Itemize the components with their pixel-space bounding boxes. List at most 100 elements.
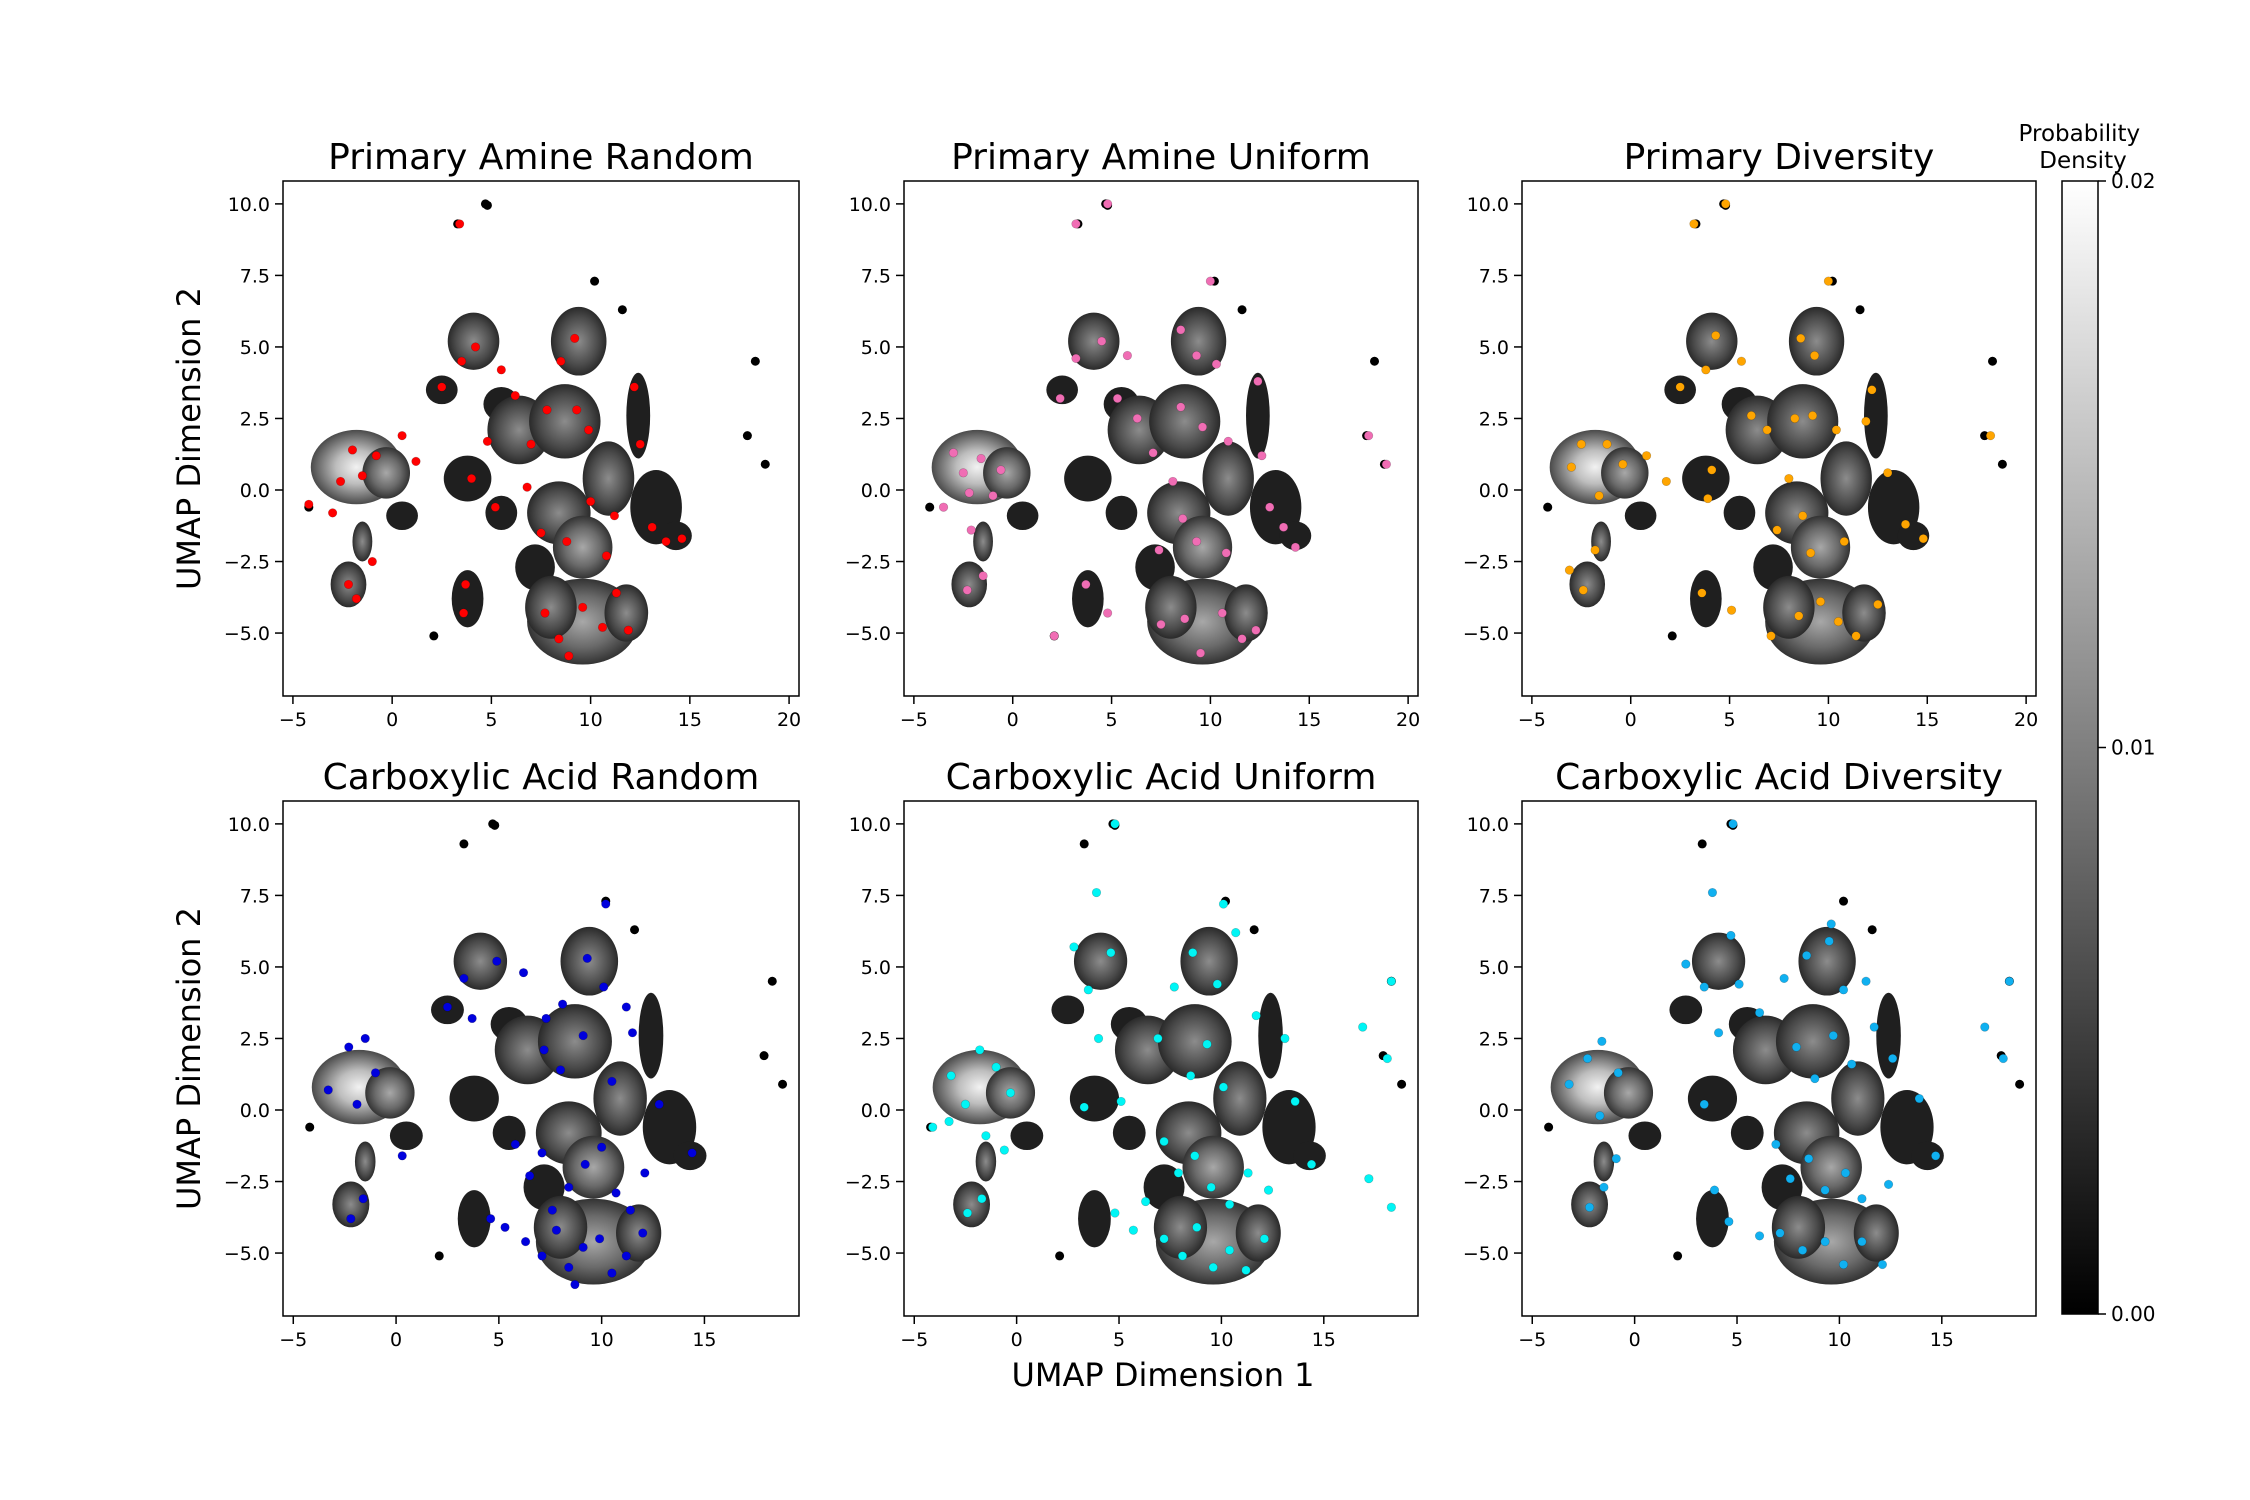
- sample-point: [981, 1131, 991, 1141]
- sample-point: [1382, 1053, 1392, 1064]
- y-tick-label: 7.5: [861, 265, 891, 287]
- sample-point: [1223, 436, 1233, 446]
- y-tick-label: −2.5: [224, 552, 270, 574]
- sample-point: [1840, 1168, 1851, 1178]
- sample-point: [978, 571, 988, 581]
- sample-point: [562, 536, 572, 547]
- sample-point: [1188, 948, 1198, 958]
- density-cluster: [1767, 384, 1839, 459]
- sample-point: [351, 594, 362, 604]
- y-tick-label: 2.5: [861, 408, 891, 430]
- sample-point: [1280, 1033, 1290, 1044]
- sample-point: [570, 333, 580, 343]
- sample-point: [627, 1028, 638, 1038]
- sample-point: [304, 499, 314, 509]
- y-tick-label: −5.0: [845, 1243, 891, 1265]
- sample-point: [580, 1159, 590, 1169]
- sample-point: [1243, 1168, 1253, 1178]
- density-cluster: [1911, 1141, 1944, 1171]
- sample-point: [1736, 356, 1747, 366]
- density-cluster: [1775, 1004, 1850, 1079]
- sample-point: [526, 439, 536, 449]
- sample-point: [1055, 393, 1065, 404]
- x-tick-label: 15: [692, 1329, 716, 1351]
- sample-point: [525, 1171, 535, 1181]
- y-tick-label: 2.5: [240, 1028, 270, 1050]
- sample-point: [1873, 599, 1883, 610]
- background-point: [925, 502, 935, 512]
- sample-point: [1290, 542, 1301, 552]
- sample-point: [1713, 1028, 1724, 1038]
- sample-point: [1798, 511, 1808, 521]
- sample-point: [1831, 425, 1841, 435]
- y-tick-label: 5.0: [1479, 337, 1509, 359]
- density-cluster: [533, 1195, 588, 1259]
- density-cluster: [1246, 372, 1270, 459]
- x-tick-label: 20: [2014, 709, 2038, 731]
- sample-point: [460, 579, 471, 590]
- density-cluster: [1876, 992, 1901, 1079]
- y-tick-label: 0.0: [1479, 1100, 1509, 1122]
- sample-point: [510, 390, 520, 401]
- background-point: [1697, 839, 1707, 849]
- density-cluster: [983, 447, 1031, 499]
- sample-point: [1980, 1022, 1990, 1032]
- density-cluster: [1696, 1190, 1729, 1248]
- sample-point: [1186, 1071, 1196, 1081]
- sample-point: [1177, 1251, 1188, 1261]
- sample-point: [1576, 439, 1586, 449]
- density-cluster: [1172, 515, 1233, 579]
- sample-point: [564, 651, 574, 661]
- sample-point: [640, 1168, 650, 1178]
- background-point: [760, 459, 770, 469]
- y-tick-label: −5.0: [1463, 1243, 1509, 1265]
- sample-point: [991, 1062, 1001, 1072]
- sample-point: [1791, 1042, 1802, 1052]
- sample-point: [467, 1013, 477, 1024]
- sample-point: [635, 439, 645, 449]
- sample-point: [1212, 979, 1222, 989]
- y-tick-label: −5.0: [845, 623, 891, 645]
- density-cluster: [604, 584, 649, 642]
- sample-point: [1128, 1225, 1138, 1235]
- sample-point: [1103, 199, 1113, 209]
- sample-point: [541, 1013, 551, 1024]
- sample-point: [601, 899, 611, 909]
- density-cluster: [550, 306, 607, 376]
- x-tick-label: −5: [1518, 1329, 1546, 1351]
- sample-point: [988, 491, 998, 501]
- plot-area: [305, 819, 788, 1290]
- background-point: [1079, 839, 1089, 849]
- x-tick-label: 5: [1724, 709, 1736, 731]
- density-cluster: [492, 1115, 526, 1151]
- sample-point: [1590, 545, 1600, 555]
- sample-point: [958, 468, 968, 478]
- subplot-6: −5 0 5 10 15 −5.0 −2.5 0.0 2.5 5.0 7.5 10.0 Carboxyl…: [1463, 757, 2037, 1351]
- x-tick-label: 0: [390, 1329, 402, 1351]
- subplot-2: −5 0 5 10 15 20 −5.0 −2.5 0.0 2.5 5.0 7.5 10.0 Primar…: [845, 137, 1420, 731]
- background-point: [742, 431, 752, 441]
- sample-point: [1806, 548, 1816, 558]
- sample-point: [1225, 1245, 1235, 1255]
- density-cluster: [1213, 1061, 1267, 1136]
- sample-point: [1711, 330, 1721, 341]
- sample-point: [611, 588, 622, 598]
- sample-point: [638, 1228, 648, 1238]
- sample-point: [1218, 899, 1229, 909]
- sample-point: [1754, 1008, 1765, 1018]
- sample-point: [1809, 350, 1820, 361]
- density-cluster: [1258, 992, 1283, 1079]
- sample-point: [621, 1002, 631, 1012]
- sample-point: [1726, 605, 1737, 615]
- sample-point: [1918, 534, 1928, 544]
- sample-point: [1838, 985, 1849, 995]
- sample-point: [551, 1225, 562, 1235]
- sample-point: [1838, 1259, 1849, 1270]
- sample-point: [1808, 411, 1818, 421]
- y-tick-label: 5.0: [861, 957, 891, 979]
- density-cluster: [1730, 1115, 1764, 1151]
- sample-point: [328, 508, 338, 518]
- density-cluster: [552, 515, 613, 579]
- sample-point: [1153, 1033, 1163, 1044]
- density-cluster: [1790, 515, 1851, 579]
